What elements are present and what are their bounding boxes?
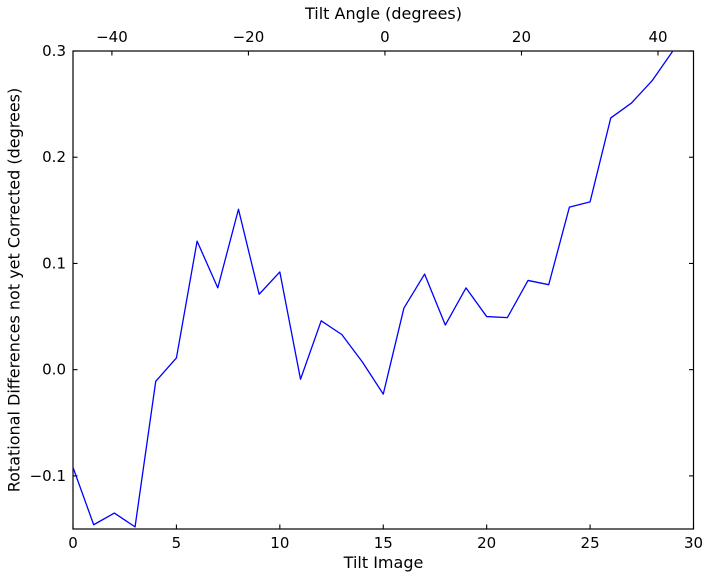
top-tick-label: −20 <box>233 28 265 46</box>
y-tick-label: 0.3 <box>42 42 66 60</box>
x-tick-label: 25 <box>581 534 600 552</box>
y-tick-label: 0.2 <box>42 148 66 166</box>
y-tick-label: −0.1 <box>30 467 66 485</box>
data-line <box>72 50 674 528</box>
x-tick-label: 10 <box>270 534 289 552</box>
top-axis-title: Tilt Angle (degrees) <box>304 4 463 23</box>
x-axis-label: Tilt Image <box>343 553 424 572</box>
y-tick-label: 0.0 <box>42 361 66 379</box>
x-tick-label: 20 <box>477 534 496 552</box>
axes-frame <box>72 50 695 530</box>
top-tick-label: 20 <box>512 28 531 46</box>
x-tick-label: 30 <box>684 534 703 552</box>
y-tick-label: 0.1 <box>42 254 66 272</box>
x-tick-label: 0 <box>68 534 78 552</box>
x-tick-label: 15 <box>374 534 393 552</box>
top-tick-label: −40 <box>96 28 128 46</box>
x-tick-label: 5 <box>172 534 182 552</box>
top-tick-label: 40 <box>648 28 667 46</box>
top-tick-label: 0 <box>380 28 390 46</box>
